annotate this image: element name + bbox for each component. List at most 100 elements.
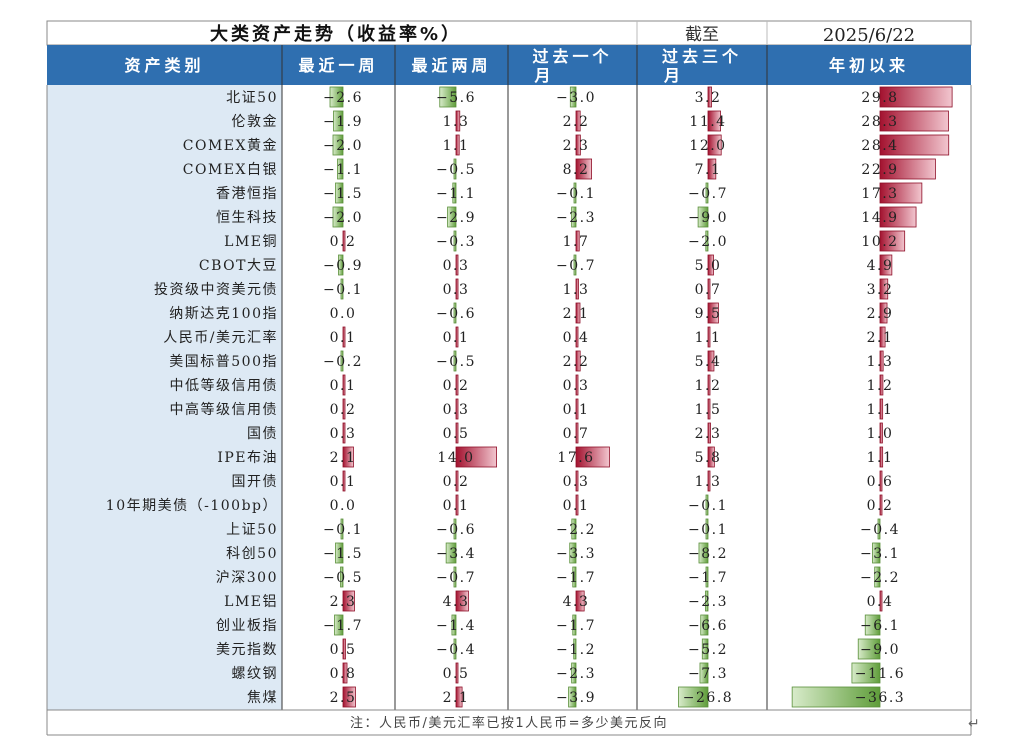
value-label: −1.1 — [323, 162, 363, 178]
value-label: −2.0 — [323, 138, 363, 154]
value-label: 3.2 — [695, 90, 722, 106]
positive-bar — [575, 158, 592, 180]
table-row: 10年期美债（-100bp） 0.0 0.1 0.1 −0.1 0.2 — [106, 494, 892, 516]
positive-bar — [575, 446, 610, 468]
positive-bar — [455, 446, 497, 468]
table-row: 国开债 0.1 0.2 0.3 1.3 0.6 — [232, 470, 892, 492]
paragraph-mark: ↵ — [968, 716, 980, 732]
column-header: 过去一个 — [532, 47, 612, 66]
positive-bar — [879, 134, 950, 156]
value-label: −26.8 — [683, 690, 733, 706]
value-label: 2.1 — [563, 306, 590, 322]
negative-bar — [337, 158, 344, 180]
negative-bar — [877, 518, 881, 540]
value-label: 29.8 — [861, 90, 898, 106]
value-label: 0.1 — [563, 498, 590, 514]
value-label: 5.0 — [695, 258, 722, 274]
positive-bar — [879, 254, 893, 276]
value-label: −2.0 — [688, 234, 728, 250]
negative-bar — [705, 230, 709, 252]
value-label: 0.3 — [443, 258, 470, 274]
label-column-bg — [47, 85, 282, 710]
table-row: LME铝 2.3 4.3 4.3 −2.3 0.4 — [224, 590, 892, 612]
positive-bar — [342, 398, 346, 420]
value-label: −0.7 — [556, 258, 596, 274]
positive-bar — [455, 590, 469, 612]
table-row: 投资级中资美元债 −0.1 0.3 1.3 0.7 3.2 — [154, 278, 892, 300]
value-label: 1.7 — [563, 234, 590, 250]
positive-bar — [455, 422, 459, 444]
value-label: 1.1 — [867, 402, 894, 418]
value-label: 0.1 — [330, 378, 357, 394]
value-label: 0.0 — [330, 498, 357, 514]
value-label: 0.5 — [443, 666, 470, 682]
positive-bar — [575, 470, 579, 492]
column-header: 月 — [533, 66, 550, 85]
table-row: 上证50 −0.1 −0.6 −2.2 −0.1 −0.4 — [226, 518, 899, 540]
positive-bar — [707, 326, 711, 348]
positive-bar — [455, 110, 461, 132]
positive-bar — [879, 422, 883, 444]
value-label: 1.3 — [695, 474, 722, 490]
positive-bar — [879, 158, 936, 180]
negative-bar — [571, 206, 577, 228]
positive-bar — [879, 398, 884, 420]
value-label: −2.3 — [556, 210, 596, 226]
positive-bar — [455, 254, 459, 276]
positive-bar — [879, 446, 884, 468]
value-label: 8.2 — [563, 162, 590, 178]
negative-bar — [572, 566, 577, 588]
negative-bar — [453, 518, 457, 540]
negative-bar — [453, 158, 457, 180]
positive-bar — [879, 110, 949, 132]
value-label: 2.1 — [443, 690, 470, 706]
value-label: 0.8 — [330, 666, 357, 682]
positive-bar — [342, 446, 354, 468]
asset-label: 美国标普500指 — [169, 354, 278, 370]
table-row: 中高等级信用债 0.2 0.3 0.1 1.5 1.1 — [170, 398, 894, 420]
negative-bar — [864, 614, 881, 636]
positive-bar — [575, 278, 579, 300]
asset-label: IPE布油 — [217, 450, 278, 466]
negative-bar — [340, 350, 344, 372]
positive-bar — [575, 374, 579, 396]
positive-bar — [455, 398, 459, 420]
value-label: −1.7 — [556, 570, 596, 586]
negative-bar — [332, 206, 344, 228]
column-header: 年初以来 — [829, 56, 909, 75]
column-header: 月 — [663, 66, 680, 85]
table-row: 美元指数 0.5 −0.4 −1.2 −5.2 −9.0 — [216, 638, 899, 660]
value-label: −11.6 — [855, 666, 905, 682]
asset-label: 投资级中资美元债 — [154, 282, 278, 298]
value-label: −1.9 — [323, 114, 363, 130]
negative-bar — [872, 542, 881, 564]
negative-bar — [340, 518, 344, 540]
negative-bar — [857, 638, 881, 660]
asset-label: 国开债 — [232, 474, 279, 490]
negative-bar — [701, 638, 709, 660]
value-label: 0.3 — [443, 282, 470, 298]
positive-bar — [455, 494, 459, 516]
value-label: 1.2 — [867, 378, 894, 394]
value-label: 0.3 — [443, 402, 470, 418]
negative-bar — [445, 542, 457, 564]
positive-bar — [707, 110, 721, 132]
value-label: 0.2 — [443, 378, 470, 394]
positive-bar — [455, 134, 460, 156]
negative-bar — [453, 230, 457, 252]
asset-label: 创业板指 — [216, 618, 278, 634]
positive-bar — [707, 422, 711, 444]
negative-bar — [332, 134, 344, 156]
positive-bar — [455, 374, 459, 396]
value-label: 1.0 — [867, 426, 894, 442]
value-label: −2.6 — [323, 90, 363, 106]
value-label: −2.3 — [688, 594, 728, 610]
value-label: 2.5 — [330, 690, 357, 706]
positive-bar — [455, 662, 459, 684]
table-row: 创业板指 −1.7 −1.4 −1.7 −6.6 −6.1 — [216, 614, 899, 636]
positive-bar — [879, 326, 886, 348]
value-label: −2.3 — [556, 666, 596, 682]
value-label: 22.9 — [861, 162, 898, 178]
negative-bar — [874, 566, 881, 588]
